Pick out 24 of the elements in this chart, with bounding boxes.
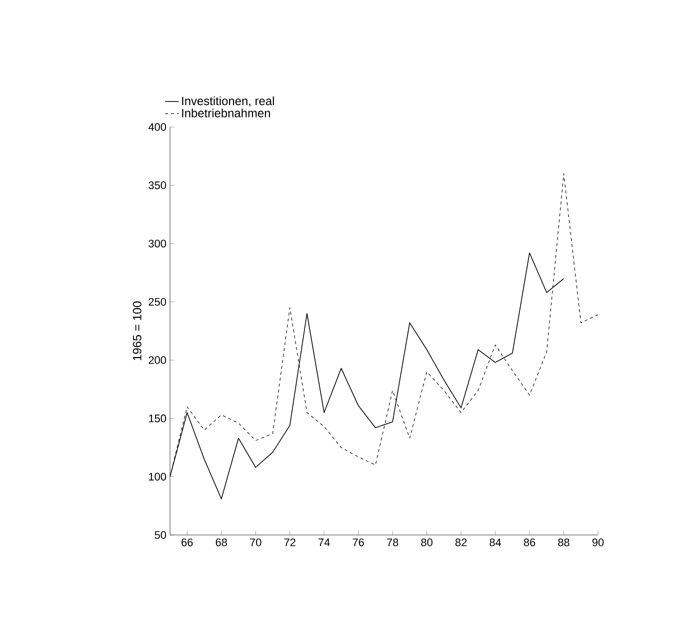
x-tick-label: 68 [216,538,227,546]
y-tick-label: 300 [148,240,166,248]
y-tick-label: 250 [148,298,166,306]
x-tick-label: 70 [250,538,262,546]
y-tick-label: 100 [149,472,166,481]
x-tick-label: 66 [182,538,193,546]
x-tick-label: 78 [387,538,398,546]
y-tick-label: 400 [148,123,166,131]
y-tick-label: 50 [154,531,166,539]
y-axis-title: 1965 = 100 [132,301,142,360]
x-tick-label: 82 [455,538,467,546]
x-tick-label: 76 [352,538,364,546]
y-tick-label: 200 [148,356,166,364]
legend-label: Inbetriebnahmen [182,108,270,118]
x-tick-label: 86 [524,538,536,546]
x-tick-label: 84 [490,538,502,546]
y-tick-label: 350 [148,181,166,190]
x-tick-label: 72 [284,538,296,546]
x-tick-label: 90 [592,538,604,546]
y-tick-label: 150 [149,414,166,422]
x-tick-label: 80 [421,538,432,546]
legend-label: Investitionen, real [182,96,274,107]
x-tick-label: 74 [318,538,330,546]
x-tick-label: 88 [558,538,570,546]
